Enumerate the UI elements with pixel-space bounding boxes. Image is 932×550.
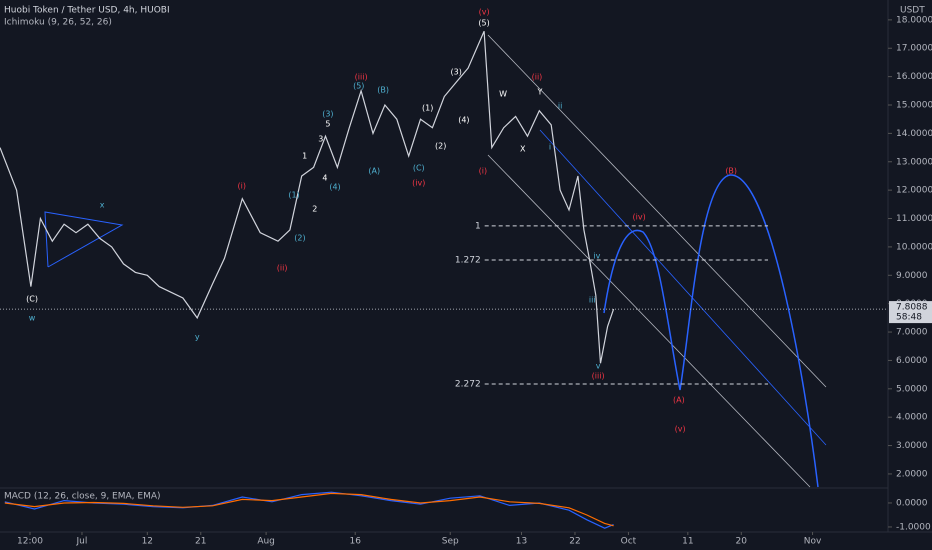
x-tick-label: Sep (442, 537, 459, 547)
wave-label: X (520, 144, 526, 153)
y-tick-label: 7.0000 (896, 328, 928, 338)
y-tick-label: 10.0000 (896, 242, 932, 252)
wave-label: (4) (329, 183, 340, 192)
wave-label: (5) (353, 81, 364, 90)
wave-label: (2) (435, 141, 446, 150)
y-tick-label: 13.0000 (896, 157, 932, 167)
wave-label: x (100, 200, 105, 209)
wave-label: v (596, 361, 601, 370)
macd-title: MACD (12, 26, close, 9, EMA, EMA) (4, 492, 161, 502)
wave-label: 4 (322, 173, 327, 182)
x-tick-label: 11 (682, 537, 693, 547)
fib-label: 2.272 (455, 379, 481, 389)
wave-label: (iii) (592, 372, 605, 381)
y-tick-label: 18.0000 (896, 15, 932, 25)
y-tick-label: -1.0000 (896, 522, 931, 532)
wave-label: ii (558, 101, 562, 110)
x-tick-label: 12:00 (17, 537, 43, 547)
wave-label: W (499, 89, 507, 98)
y-tick-label: 15.0000 (896, 101, 932, 111)
wave-label: (B) (377, 85, 389, 94)
last-price-box (889, 301, 932, 324)
x-tick-label: 22 (569, 537, 580, 547)
channel-line (487, 34, 827, 388)
wave-label: (1) (288, 190, 299, 199)
wave-label: iii (589, 295, 596, 304)
x-tick-label: 16 (349, 537, 361, 547)
channel-mid-line (539, 129, 827, 446)
wave-label: i (549, 143, 551, 152)
drawings (44, 34, 827, 488)
triangle (44, 211, 124, 268)
wave-label: (3) (322, 109, 333, 118)
wave-label: (B) (725, 166, 737, 175)
wave-label: (iii) (355, 72, 368, 81)
wave-label: (3) (451, 67, 462, 76)
y-tick-label: 5.0000 (896, 384, 928, 394)
x-tick-label: Jul (76, 537, 88, 547)
wave-label: (i) (479, 166, 487, 175)
wave-label: (v) (479, 7, 490, 16)
x-tick-label: 21 (195, 537, 206, 547)
wave-label: (1) (422, 103, 433, 112)
wave-label: Y (536, 87, 542, 96)
wave-label: (iv) (633, 212, 646, 221)
wave-label: 3 (318, 134, 323, 143)
indicator-title: Ichimoku (9, 26, 52, 26) (4, 18, 112, 28)
wave-label: (v) (675, 424, 686, 433)
wave-label: (5) (478, 18, 489, 27)
y-tick-label: 14.0000 (896, 129, 932, 139)
currency: USDT (900, 6, 925, 16)
y-tick-label: 2.0000 (896, 469, 928, 479)
wave-label: (C) (413, 164, 425, 173)
wave-label: y (195, 332, 200, 341)
wave-label: 1 (302, 151, 307, 160)
x-tick-label: Oct (621, 537, 637, 547)
y-tick-label: 6.0000 (896, 356, 928, 366)
wave-label: (ii) (532, 72, 543, 81)
y-tick-label: 4.0000 (896, 413, 928, 423)
y-tick-label: 11.0000 (896, 214, 932, 224)
wave-label: (C) (26, 294, 38, 303)
y-tick-label: 0.0000 (896, 498, 928, 508)
wave-label: (2) (294, 233, 305, 242)
fib-label: 1.272 (455, 255, 481, 265)
wave-label: (iv) (412, 178, 425, 187)
wave-label: (4) (458, 115, 469, 124)
symbol-title: Huobi Token / Tether USD, 4h, HUOBI (4, 6, 170, 16)
wave-label: iv (593, 251, 600, 260)
countdown: 58:48 (896, 313, 922, 323)
y-tick-label: 12.0000 (896, 186, 932, 196)
y-tick-label: 3.0000 (896, 441, 928, 451)
x-tick-label: Nov (804, 537, 822, 547)
fib-label: 1 (475, 221, 481, 231)
y-tick-label: 16.0000 (896, 72, 932, 82)
series-line (4, 492, 614, 527)
channel-line (487, 154, 811, 488)
wave-label: 2 (312, 204, 317, 213)
last-price-label: 7.8088 (896, 303, 928, 313)
wave-label: (A) (673, 395, 685, 404)
y-tick-label: 9.0000 (896, 271, 928, 281)
wave-label: (ii) (277, 263, 288, 272)
projection-path (603, 174, 819, 488)
wave-label: 5 (325, 120, 330, 129)
wave-label: w (29, 313, 36, 322)
x-tick-label: Aug (257, 537, 275, 547)
wave-label: (i) (238, 181, 246, 190)
wave-label: (A) (368, 166, 380, 175)
series-line (0, 30, 615, 364)
x-tick-label: 20 (736, 537, 748, 547)
y-tick-label: 17.0000 (896, 44, 932, 54)
x-tick-label: 13 (516, 537, 527, 547)
x-tick-label: 12 (142, 537, 153, 547)
